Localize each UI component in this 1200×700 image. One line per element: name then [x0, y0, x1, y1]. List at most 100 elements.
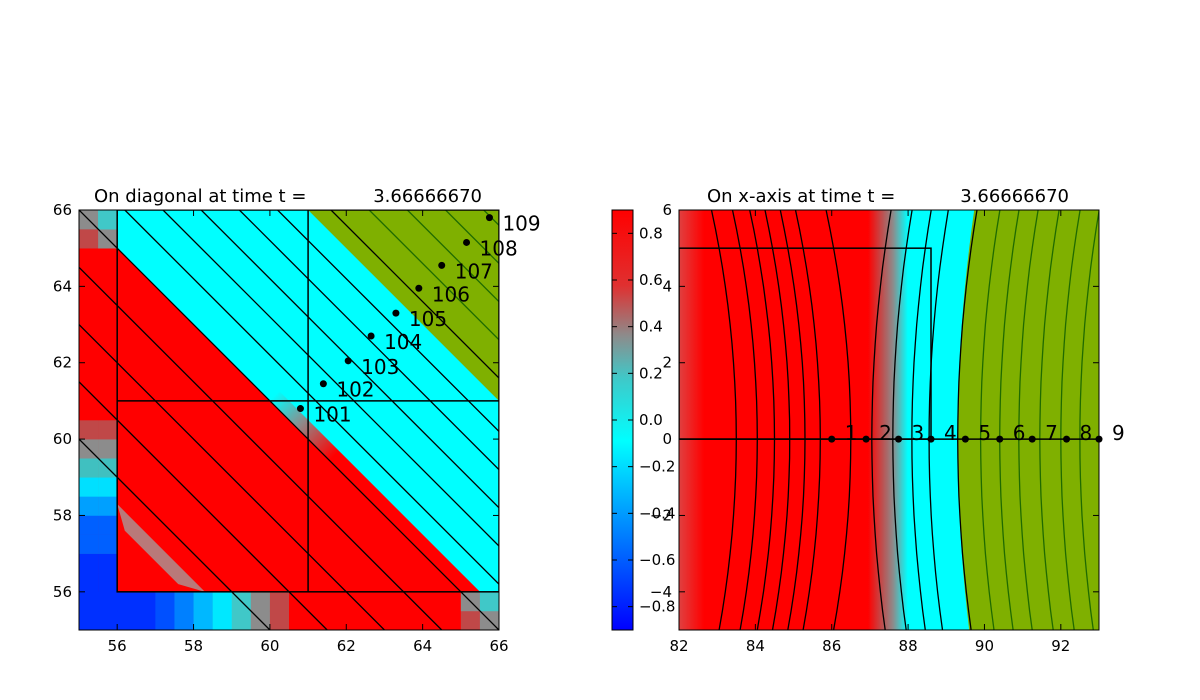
left-axes-frame: [78, 209, 500, 631]
right-contour-line: [957, 210, 978, 630]
right-x-tick-label: 82: [669, 637, 688, 655]
left-heatmap-cell: [365, 591, 385, 612]
right-point-marker: [895, 435, 903, 443]
colorbar-tick-label: 0.4: [639, 318, 663, 336]
left-heatmap-cell: [98, 362, 118, 383]
right-contour-line: [892, 210, 913, 630]
left-heatmap-cell: [422, 591, 443, 612]
colorbar-ticks: 0.8 0.6 0.4 0.2 0.0 −0.2 −0.4 −0.6 −0.8: [612, 224, 675, 616]
left-heatmap-cell: [193, 610, 213, 630]
left-heatmap-cell: [79, 534, 99, 554]
left-heatmap-cell: [212, 610, 233, 630]
right-point-marker: [862, 435, 870, 443]
left-contour-line: [162, 210, 499, 547]
left-heatmap-cell: [98, 381, 118, 402]
left-heatmap-cell: [117, 610, 137, 630]
left-point-label: 103: [361, 355, 399, 379]
colorbar-tick-label: 0.0: [639, 411, 663, 429]
right-heatmap: [679, 210, 1099, 630]
left-point-marker: [344, 357, 352, 365]
left-heatmap-cell: [98, 420, 118, 440]
left-contour-line: [79, 266, 443, 630]
right-point-label: 7: [1045, 421, 1058, 445]
left-green-region: [308, 210, 499, 401]
right-y-tick-label: 0: [662, 430, 672, 448]
left-heatmap-cell: [212, 591, 233, 612]
left-heatmap-cell: [346, 610, 366, 630]
left-heatmap-cell: [193, 591, 213, 612]
left-contour-line: [330, 210, 499, 379]
left-point-marker: [319, 380, 327, 388]
left-heatmap-cell: [79, 400, 99, 421]
left-contour-line: [238, 210, 499, 471]
left-heatmap-cell: [79, 229, 99, 249]
left-heatmap-cell: [441, 610, 462, 630]
right-contours: [710, 210, 1099, 630]
left-y-ticks: 56 58 60 62 64 66: [53, 201, 499, 601]
colorbar-tick-label: −0.8: [639, 598, 675, 616]
right-contour-line: [749, 210, 776, 630]
left-heatmap-cell: [155, 610, 175, 630]
left-heatmap-cell: [79, 515, 99, 535]
right-contour-line: [1060, 210, 1081, 630]
left-heatmap-cell: [117, 591, 137, 612]
left-heatmap-cell: [98, 534, 118, 554]
left-heatmap-cell: [79, 343, 99, 364]
right-point-marker: [828, 435, 836, 443]
left-heatmap-cell: [98, 267, 118, 287]
left-heatmap-cell: [98, 210, 118, 230]
left-heatmap-cell: [308, 591, 328, 612]
left-heatmap-cell: [136, 591, 156, 612]
left-heatmap-cell: [136, 610, 156, 630]
right-point-marker: [1028, 435, 1036, 443]
right-contour-line: [928, 210, 949, 630]
left-y-tick-label: 58: [53, 506, 72, 524]
right-y-tick-label: 4: [662, 277, 672, 295]
left-heatmap-cell: [98, 496, 118, 516]
right-y-tick-label: 6: [662, 201, 672, 219]
colorbar-tick-label: 0.8: [639, 224, 663, 242]
right-point-label: 4: [944, 421, 957, 445]
left-point-label: 104: [384, 330, 422, 354]
left-heatmap-cell: [98, 248, 118, 268]
left-heatmap-cell: [79, 496, 99, 516]
left-heatmap-cell: [79, 305, 99, 325]
right-title-prefix: On x-axis at time t =: [707, 186, 895, 207]
left-heatmap-cell: [79, 286, 99, 306]
left-heatmap-cell: [384, 610, 404, 630]
left-heatmap-cell: [289, 610, 309, 630]
left-point-marker: [392, 309, 400, 317]
left-contour-line: [79, 324, 385, 630]
left-heatmap-cell: [479, 591, 499, 612]
right-x-ticks: 82 84 86 88 90 92: [669, 210, 1070, 655]
left-point-label: 109: [502, 212, 540, 236]
right-x-tick-label: 92: [1051, 637, 1070, 655]
left-heatmap-cell: [460, 610, 481, 630]
left-heatmap-cell: [250, 591, 271, 612]
left-contour-line: [445, 210, 499, 264]
left-heatmap-cell: [79, 572, 99, 593]
left-point-marker: [485, 214, 493, 222]
right-green-area: [957, 210, 1099, 630]
left-contours: [79, 210, 499, 630]
left-heatmap-cell: [79, 610, 99, 630]
left-y-tick-label: 64: [53, 277, 72, 295]
colorbar-tick-label: −0.6: [639, 551, 675, 569]
left-point-label: 102: [336, 378, 374, 402]
right-point-label: 8: [1080, 421, 1093, 445]
right-x-tick-label: 86: [822, 637, 841, 655]
right-point-label: 9: [1112, 421, 1125, 445]
left-title-value: 3.66666670: [373, 186, 482, 207]
left-contour-line: [79, 381, 328, 630]
right-point-marker: [996, 435, 1004, 443]
left-point-label: 108: [480, 236, 518, 260]
right-contour-line: [979, 210, 1001, 630]
right-contour-line: [911, 210, 932, 630]
left-contour-line: [79, 438, 271, 630]
right-contour-line: [779, 210, 806, 630]
right-y-ticks: −4 −2 0 2 4 6: [650, 201, 1099, 601]
right-point-label: 1: [845, 421, 858, 445]
